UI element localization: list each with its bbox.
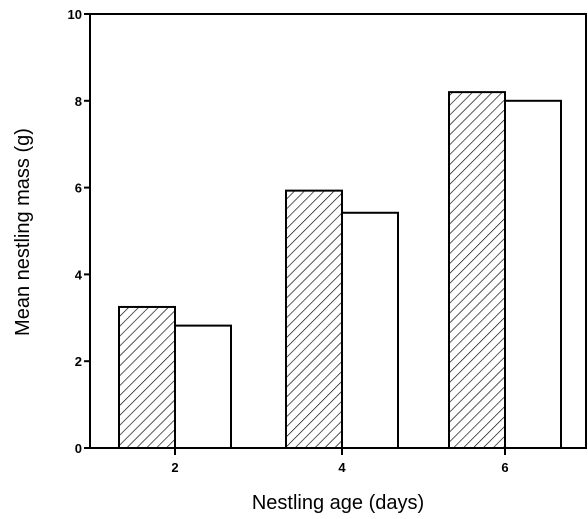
y-axis-ticks: 0 2 4 6 8 10 — [68, 7, 90, 456]
bar-hatched-2 — [118, 305, 176, 450]
x-tick-label: 2 — [171, 460, 178, 475]
y-tick-label: 2 — [75, 354, 82, 369]
x-tick-label: 6 — [501, 460, 508, 475]
bar-hatched-4 — [285, 189, 343, 449]
y-axis-label: Mean nestling mass (g) — [12, 128, 34, 336]
axes-group — [89, 13, 587, 449]
y-tick-label: 6 — [75, 181, 82, 196]
x-axis-label: Nestling age (days) — [252, 492, 424, 514]
x-tick-label: 4 — [338, 460, 346, 475]
y-tick-label: 4 — [75, 267, 83, 282]
y-tick-label: 8 — [75, 94, 82, 109]
x-axis-ticks: 2 4 6 — [171, 448, 509, 475]
bar-open-4 — [341, 211, 399, 449]
bar-open-2 — [174, 324, 232, 449]
bar-hatched-6 — [448, 91, 506, 450]
bar-open-6 — [504, 99, 562, 450]
plot-frame — [89, 13, 587, 449]
bars-group — [118, 91, 562, 450]
y-tick-label: 10 — [68, 7, 82, 22]
y-tick-label: 0 — [75, 441, 82, 456]
